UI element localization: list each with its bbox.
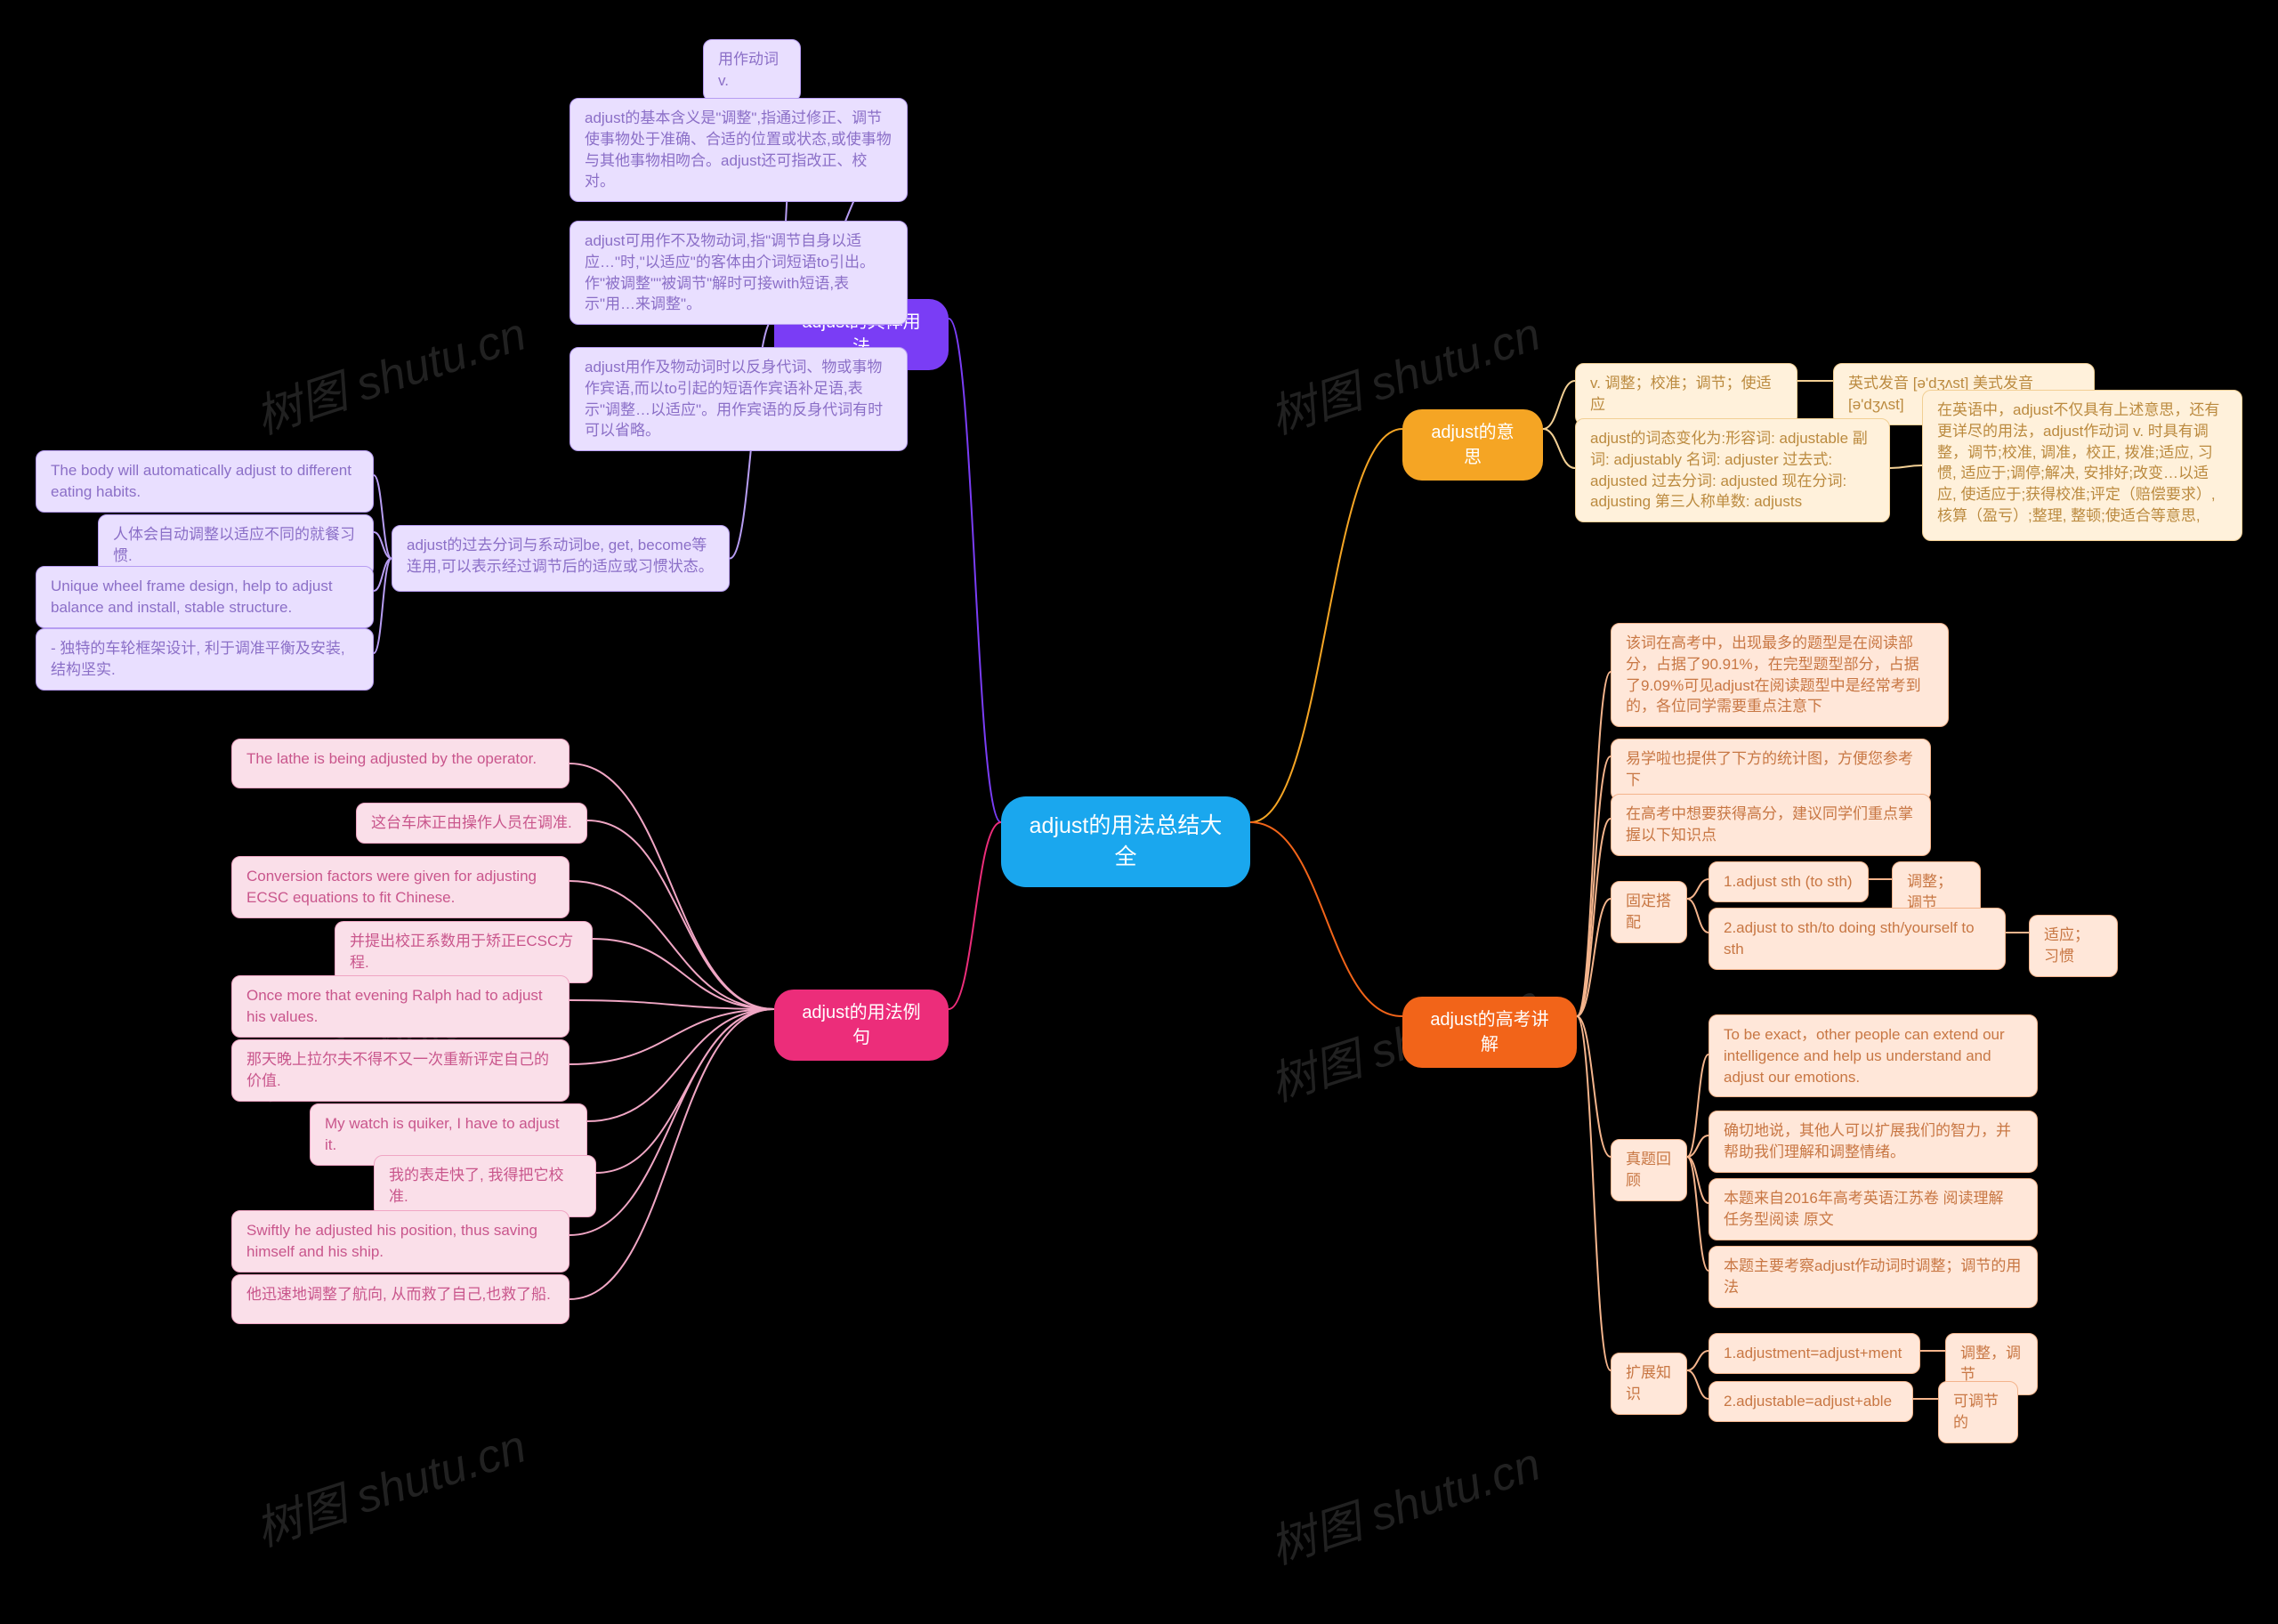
leaf-b4g2b: 确切地说，其他人可以扩展我们的智力，并帮助我们理解和调整情绪。 [1708,1111,2038,1173]
leaf-b4g1bt: 适应；习惯 [2029,915,2118,977]
leaf-b3c2a: 在英语中，adjust不仅具有上述意思，还有更详尽的用法，adjust作动词 v… [1922,390,2242,541]
leaf-b1c2: adjust的基本含义是"调整",指通过修正、调节使事物处于准确、合适的位置或状… [570,98,908,202]
leaf-b4c3: 在高考中想要获得高分，建议同学们重点掌握以下知识点 [1611,794,1931,856]
leaf-b2c3: Conversion factors were given for adjust… [231,856,570,918]
leaf-b2c2: 这台车床正由操作人员在调准. [356,803,587,844]
leaf-b2c10: 他迅速地调整了航向, 从而救了自己,也救了船. [231,1274,570,1324]
leaf-b4g3: 扩展知识 [1611,1353,1687,1415]
leaf-b1c4: adjust用作及物动词时以反身代词、物或事物作宾语,而以to引起的短语作宾语补… [570,347,908,451]
leaf-b2c6: 那天晚上拉尔夫不得不又一次重新评定自己的价值. [231,1039,570,1102]
leaf-b4g2: 真题回顾 [1611,1139,1687,1201]
branch-b3: adjust的意思 [1402,409,1543,481]
leaf-b4c2: 易学啦也提供了下方的统计图，方便您参考下 [1611,739,1931,801]
leaf-b4g3b: 2.adjustable=adjust+able [1708,1381,1913,1422]
leaf-b4g3a: 1.adjustment=adjust+ment [1708,1333,1920,1374]
leaf-b4g1: 固定搭配 [1611,881,1687,943]
mindmap-canvas: { "canvas": { "width": 2560, "height": 1… [0,0,2278,1624]
leaf-b2c9: Swiftly he adjusted his position, thus s… [231,1210,570,1273]
branch-b4: adjust的高考讲解 [1402,997,1577,1068]
leaf-b3c2: adjust的词态变化为:形容词: adjustable 副词: adjusta… [1575,418,1890,522]
leaf-b2c4: 并提出校正系数用于矫正ECSC方程. [335,921,593,983]
leaf-b4g2c: 本题来自2016年高考英语江苏卷 阅读理解 任务型阅读 原文 [1708,1178,2038,1240]
watermark: 树图 shutu.cn [246,1409,533,1559]
leaf-b2c8: 我的表走快了, 我得把它校准. [374,1155,596,1217]
leaf-b2c1: The lathe is being adjusted by the opera… [231,739,570,788]
branch-b2: adjust的用法例句 [774,990,949,1061]
leaf-b4g1b: 2.adjust to sth/to doing sth/yourself to… [1708,908,2006,970]
leaf-b4c1: 该词在高考中，出现最多的题型是在阅读部分，占据了90.91%，在完型题型部分，占… [1611,623,1949,727]
leaf-b1c3: adjust可用作不及物动词,指"调节自身以适应…"时,"以适应"的客体由介词短… [570,221,908,325]
leaf-b1c1: 用作动词 v. [703,39,801,101]
leaf-b4g3bt: 可调节的 [1938,1381,2018,1443]
leaf-b4g2a: To be exact，other people can extend our … [1708,1014,2038,1097]
leaf-b2c5: Once more that evening Ralph had to adju… [231,975,570,1038]
leaf-b1c5: adjust的过去分词与系动词be, get, become等连用,可以表示经过… [392,525,730,592]
leaf-b3c1: v. 调整；校准；调节；使适应 [1575,363,1797,425]
leaf-b1c5d: - 独特的车轮框架设计, 利于调准平衡及安装, 结构坚实. [36,628,374,691]
leaf-b4g2d: 本题主要考察adjust作动词时调整；调节的用法 [1708,1246,2038,1308]
root-node: adjust的用法总结大全 [1001,796,1250,887]
leaf-b4g1a: 1.adjust sth (to sth) [1708,861,1869,902]
watermark: 树图 shutu.cn [246,296,533,447]
watermark: 树图 shutu.cn [1260,1426,1547,1577]
leaf-b1c5c: Unique wheel frame design, help to adjus… [36,566,374,628]
leaf-b1c5a: The body will automatically adjust to di… [36,450,374,513]
